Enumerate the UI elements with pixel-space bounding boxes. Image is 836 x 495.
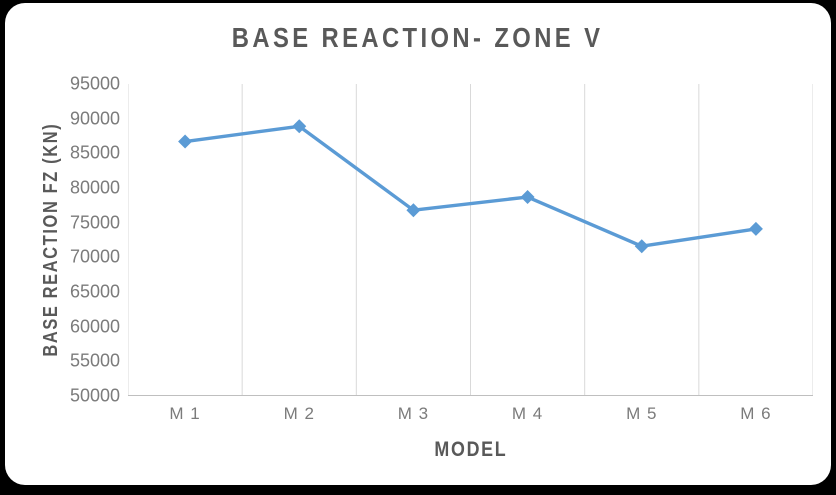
data-point-marker xyxy=(634,239,649,254)
data-point-marker xyxy=(292,119,307,134)
data-point-marker xyxy=(178,134,193,149)
data-point-marker xyxy=(748,221,763,236)
plot-area xyxy=(128,84,813,396)
y-tick-label: 60000 xyxy=(69,316,120,337)
y-tick-label: 55000 xyxy=(69,350,120,371)
y-tick-label: 85000 xyxy=(69,142,120,163)
y-tick-label: 70000 xyxy=(69,246,120,267)
y-tick-label: 90000 xyxy=(69,108,120,129)
data-line xyxy=(183,124,758,248)
y-tick-label: 65000 xyxy=(69,281,120,302)
data-point-marker xyxy=(520,190,535,205)
x-axis-title: MODEL xyxy=(434,438,507,461)
y-tick-label: 80000 xyxy=(69,177,120,198)
y-tick-label: 75000 xyxy=(69,212,120,233)
x-tick-label: M 5 xyxy=(626,404,658,423)
y-tick-label: 95000 xyxy=(69,73,120,94)
data-point-marker xyxy=(406,203,421,218)
x-tick-label: M 1 xyxy=(169,404,201,423)
x-tick-label: M 3 xyxy=(397,404,430,423)
x-tick-label: M 4 xyxy=(511,404,544,423)
x-tick-label: M 6 xyxy=(740,404,772,423)
x-axis-title-wrap: MODEL xyxy=(128,438,813,462)
x-tick-label: M 2 xyxy=(283,404,315,423)
chart-panel xyxy=(5,3,831,485)
y-axis-tick-labels: 95000 90000 85000 80000 75000 70000 65000 60000… xyxy=(0,0,120,495)
y-tick-label: 50000 xyxy=(69,385,120,406)
